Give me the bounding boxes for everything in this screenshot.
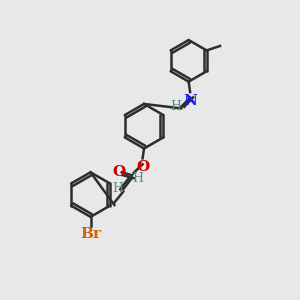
Text: Br: Br xyxy=(80,227,101,241)
Text: N: N xyxy=(184,94,198,108)
Text: H: H xyxy=(170,100,182,113)
Text: H: H xyxy=(132,172,143,185)
Text: O: O xyxy=(112,165,125,179)
Text: O: O xyxy=(136,160,149,174)
Text: H: H xyxy=(112,182,123,195)
